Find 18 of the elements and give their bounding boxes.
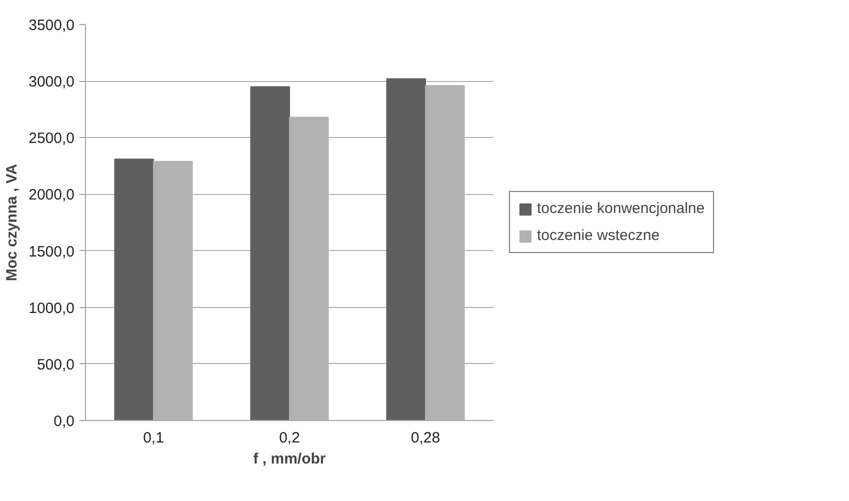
legend-label: toczenie konwencjonalne bbox=[537, 200, 705, 217]
y-tick-label: 1000,0 bbox=[28, 300, 75, 317]
bar bbox=[386, 78, 426, 420]
y-tick-label: 1500,0 bbox=[28, 243, 75, 260]
x-tick-label: 0,2 bbox=[279, 430, 300, 446]
x-axis-title: f , mm/obr bbox=[253, 450, 326, 468]
x-tick-label: 0,1 bbox=[143, 430, 164, 446]
y-axis-title: Moc czynna , VA bbox=[4, 164, 21, 282]
y-tick-label: 0,0 bbox=[54, 413, 75, 430]
bar bbox=[250, 86, 290, 420]
y-tick-label: 3000,0 bbox=[28, 74, 75, 91]
y-tick-label: 2000,0 bbox=[28, 186, 75, 204]
y-tick-label: 3500,0 bbox=[28, 17, 75, 34]
x-tick-label: 0,28 bbox=[410, 430, 440, 446]
y-tick-label: 2500,0 bbox=[28, 130, 75, 148]
bar bbox=[114, 158, 154, 420]
legend-label: toczenie wsteczne bbox=[537, 227, 660, 244]
y-tick-label: 500,0 bbox=[36, 356, 75, 374]
